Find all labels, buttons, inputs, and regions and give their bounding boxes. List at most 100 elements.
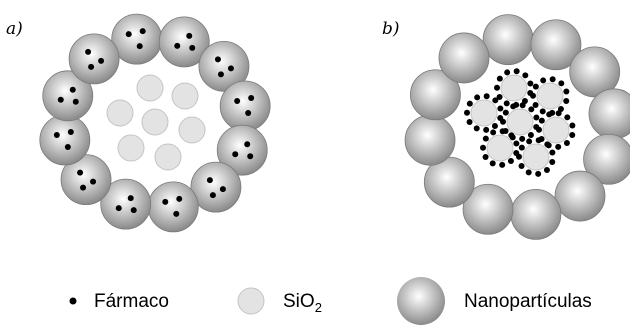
- drug-molecule: [127, 195, 134, 202]
- legend-silica-swatch: [237, 287, 265, 315]
- drug-molecule: [532, 101, 539, 108]
- panel-b-drug-molecules: [464, 68, 576, 177]
- drug-molecule: [563, 140, 570, 147]
- nanoparticle: [410, 69, 461, 121]
- silica-particle: [536, 82, 564, 110]
- silica-particle: [136, 74, 164, 102]
- drug-molecule: [53, 131, 60, 138]
- legend-silica-subscript: 2: [315, 300, 322, 315]
- drug-molecule: [186, 32, 193, 39]
- nanoparticle: [219, 80, 271, 132]
- drug-molecule: [483, 126, 490, 133]
- drug-molecule: [526, 138, 533, 145]
- panel-b-nanoparticle-shell: [404, 14, 630, 240]
- drug-molecule: [519, 135, 526, 142]
- drug-molecule: [499, 161, 506, 168]
- drug-molecule: [473, 125, 480, 132]
- drug-molecule: [563, 98, 570, 105]
- silica-particle: [178, 116, 206, 144]
- drug-molecule: [499, 128, 506, 135]
- nanoparticle: [569, 46, 621, 98]
- drug-molecule: [162, 198, 169, 205]
- nanoparticle: [158, 16, 210, 68]
- drug-molecule: [489, 160, 496, 167]
- legend-drug-dot: [69, 297, 77, 305]
- drug-molecule: [518, 162, 525, 169]
- legend-nanoparticle-label: Nanopartículas: [464, 291, 592, 312]
- drug-molecule: [513, 68, 520, 75]
- drug-molecule: [244, 141, 251, 148]
- drug-molecule: [569, 132, 576, 139]
- nanoparticle: [147, 181, 199, 233]
- drug-molecule: [248, 95, 255, 102]
- drug-molecule: [227, 65, 234, 72]
- drug-molecule: [57, 96, 64, 103]
- drug-molecule: [482, 135, 489, 142]
- nanoparticle: [190, 161, 242, 213]
- drug-molecule: [245, 110, 252, 117]
- drug-molecule: [206, 177, 213, 184]
- drug-molecule: [530, 92, 537, 99]
- drug-molecule: [536, 126, 543, 133]
- drug-molecule: [496, 75, 503, 82]
- drug-molecule: [69, 86, 76, 93]
- drug-molecule: [492, 97, 499, 104]
- drug-molecule: [503, 100, 510, 107]
- silica-particle: [522, 143, 550, 171]
- drug-molecule: [174, 42, 181, 49]
- drug-molecule: [474, 94, 481, 101]
- drug-molecule: [502, 109, 509, 116]
- drug-molecule: [516, 153, 523, 160]
- panel-a-nanocarrier: [39, 13, 271, 233]
- drug-molecule: [90, 178, 97, 185]
- nanoparticle: [482, 14, 534, 66]
- panel-b-label: b): [382, 19, 400, 39]
- drug-molecule: [540, 77, 547, 84]
- drug-molecule: [555, 143, 562, 150]
- drug-molecule: [214, 56, 221, 63]
- silica-particle: [470, 99, 498, 127]
- nanoparticle: [100, 178, 152, 230]
- drug-molecule: [217, 71, 224, 78]
- nanoparticle: [68, 33, 120, 85]
- drug-molecule: [528, 106, 535, 113]
- nanoparticle: [438, 32, 490, 84]
- nanoparticle: [60, 154, 112, 206]
- drug-molecule: [494, 84, 501, 91]
- silica-particle: [500, 74, 528, 102]
- drug-molecule: [564, 114, 571, 121]
- silica-particle: [117, 134, 145, 162]
- legend: Fármaco SiO2 Nanopartículas: [69, 277, 592, 325]
- drug-molecule: [497, 105, 504, 112]
- nanoparticle: [404, 114, 456, 166]
- drug-molecule: [464, 109, 471, 116]
- drug-molecule: [490, 129, 497, 136]
- drug-molecule: [482, 153, 489, 160]
- panel-b-nanocarrier: [404, 14, 630, 240]
- drug-molecule: [527, 132, 534, 139]
- drug-molecule: [539, 108, 546, 115]
- nanoparticle: [530, 19, 582, 71]
- drug-molecule: [189, 44, 196, 51]
- drug-molecule: [483, 93, 490, 100]
- drug-molecule: [538, 117, 545, 124]
- silica-particle: [171, 82, 199, 110]
- nanoparticle: [462, 183, 514, 235]
- nanoparticle: [423, 156, 475, 208]
- nanoparticle: [554, 170, 606, 222]
- drug-molecule: [535, 137, 542, 144]
- drug-molecule: [533, 114, 540, 121]
- drug-molecule: [510, 103, 517, 110]
- drug-molecule: [232, 151, 239, 158]
- drug-molecule: [466, 100, 473, 107]
- drug-molecule: [525, 169, 532, 176]
- drug-molecule: [549, 149, 556, 156]
- nanoparticle: [216, 124, 268, 176]
- legend-drug-label: Fármaco: [94, 291, 169, 312]
- nanoparticle: [583, 133, 630, 185]
- drug-molecule: [219, 186, 226, 193]
- nanoparticle: [42, 70, 94, 122]
- nanoparticle: [198, 40, 250, 92]
- panel-a-label: a): [6, 19, 23, 39]
